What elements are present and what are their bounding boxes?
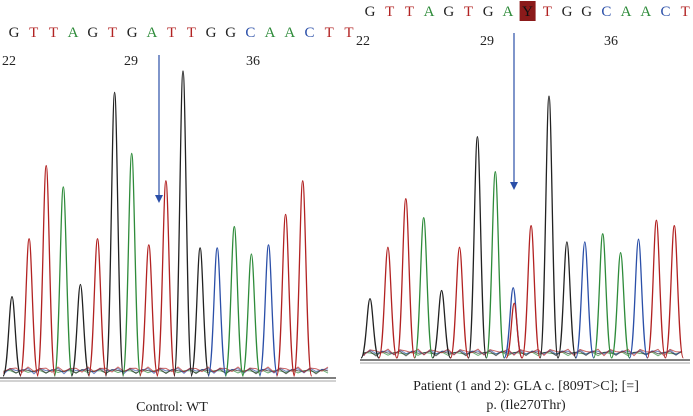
- sequence-base-control: T: [49, 25, 58, 41]
- baseline-trace-0-2: [3, 367, 329, 375]
- sequence-base-patient: A: [621, 4, 632, 20]
- position-label-patient: 36: [604, 34, 618, 49]
- sequence-base-control: A: [68, 25, 79, 41]
- mutation-arrowhead-control: [155, 195, 163, 203]
- peak-patient-14: [610, 252, 631, 359]
- highlight-box-patient: [519, 1, 536, 21]
- peak-patient-12: [575, 241, 595, 359]
- peak-patient-9: [521, 225, 541, 359]
- position-label-patient: 29: [480, 34, 494, 49]
- peak-control-6: [104, 91, 125, 377]
- sequence-base-control: G: [9, 25, 20, 41]
- sequence-base-patient: T: [464, 4, 473, 20]
- peak-control-7: [122, 152, 142, 377]
- sequence-base-control: G: [127, 25, 138, 41]
- sequence-base-patient: C: [660, 4, 670, 20]
- caption-patient: Patient (1 and 2): GLA c. [809T>C]; [=]: [413, 379, 639, 394]
- peak-control-4: [70, 283, 91, 377]
- sequence-base-control: A: [146, 25, 157, 41]
- sequence-base-control: T: [108, 25, 117, 41]
- peak-control-11: [190, 247, 210, 377]
- sequence-base-control: T: [325, 25, 334, 41]
- peak-patient-8-secondary: [505, 302, 523, 359]
- position-label-control: 36: [246, 54, 260, 69]
- peak-patient-11: [557, 241, 577, 359]
- baseline-trace-0-3: [3, 366, 329, 374]
- peak-control-3: [53, 186, 73, 377]
- sequence-base-patient: T: [681, 4, 690, 20]
- sequence-base-patient: T: [543, 4, 552, 20]
- sequence-base-patient: T: [385, 4, 394, 20]
- peak-control-8: [139, 244, 159, 377]
- peak-control-13: [224, 225, 244, 377]
- peak-patient-7: [485, 171, 505, 359]
- sequence-base-patient: T: [405, 4, 414, 20]
- peak-control-5: [87, 238, 108, 377]
- sequence-base-control: T: [167, 25, 176, 41]
- peak-patient-15: [628, 238, 649, 359]
- peak-control-12: [207, 247, 227, 377]
- position-label-control: 22: [2, 54, 16, 69]
- sequence-base-patient: G: [581, 4, 592, 20]
- sequence-base-control: T: [187, 25, 196, 41]
- peak-control-0: [2, 296, 22, 377]
- peak-control-15: [258, 244, 279, 377]
- peak-control-14: [241, 253, 262, 377]
- sequence-base-control: T: [29, 25, 38, 41]
- sequence-base-patient: A: [502, 4, 513, 20]
- sequence-base-control: C: [245, 25, 255, 41]
- sequence-base-control: G: [225, 25, 236, 41]
- peak-control-17: [293, 180, 313, 377]
- sequence-base-control: A: [284, 25, 295, 41]
- sequence-base-control: C: [304, 25, 314, 41]
- peak-patient-10: [539, 95, 559, 359]
- sequence-base-control: G: [87, 25, 98, 41]
- peak-control-2: [36, 164, 56, 377]
- sequence-base-patient: G: [483, 4, 494, 20]
- peak-patient-1: [378, 246, 398, 359]
- position-label-patient: 22: [356, 34, 370, 49]
- peak-control-1: [19, 238, 39, 377]
- peak-control-10: [173, 70, 193, 377]
- sequence-base-patient: A: [424, 4, 435, 20]
- sequence-base-control: G: [206, 25, 217, 41]
- peak-patient-16: [646, 219, 667, 359]
- peak-control-16: [275, 213, 296, 377]
- sequence-base-patient: A: [640, 4, 651, 20]
- peak-patient-2: [396, 198, 416, 359]
- peak-patient-5: [449, 246, 470, 359]
- caption-control: Control: WT: [136, 400, 208, 415]
- peak-patient-0: [360, 297, 380, 359]
- sequence-base-patient: Y: [522, 4, 533, 20]
- peak-patient-17: [664, 225, 684, 359]
- sequence-base-control: T: [344, 25, 353, 41]
- sequence-base-patient: C: [601, 4, 611, 20]
- peak-patient-6: [467, 135, 488, 359]
- peak-patient-3: [414, 216, 434, 359]
- mutation-arrowhead-patient: [510, 182, 518, 190]
- peak-control-9: [156, 180, 176, 377]
- sequence-base-patient: G: [562, 4, 573, 20]
- sequence-base-patient: G: [365, 4, 376, 20]
- sequence-base-patient: G: [443, 4, 454, 20]
- position-label-control: 29: [124, 54, 138, 69]
- peak-patient-13: [593, 233, 613, 359]
- sequence-base-control: A: [265, 25, 276, 41]
- caption-patient: p. (Ile270Thr): [486, 398, 566, 413]
- peak-patient-4: [431, 289, 452, 359]
